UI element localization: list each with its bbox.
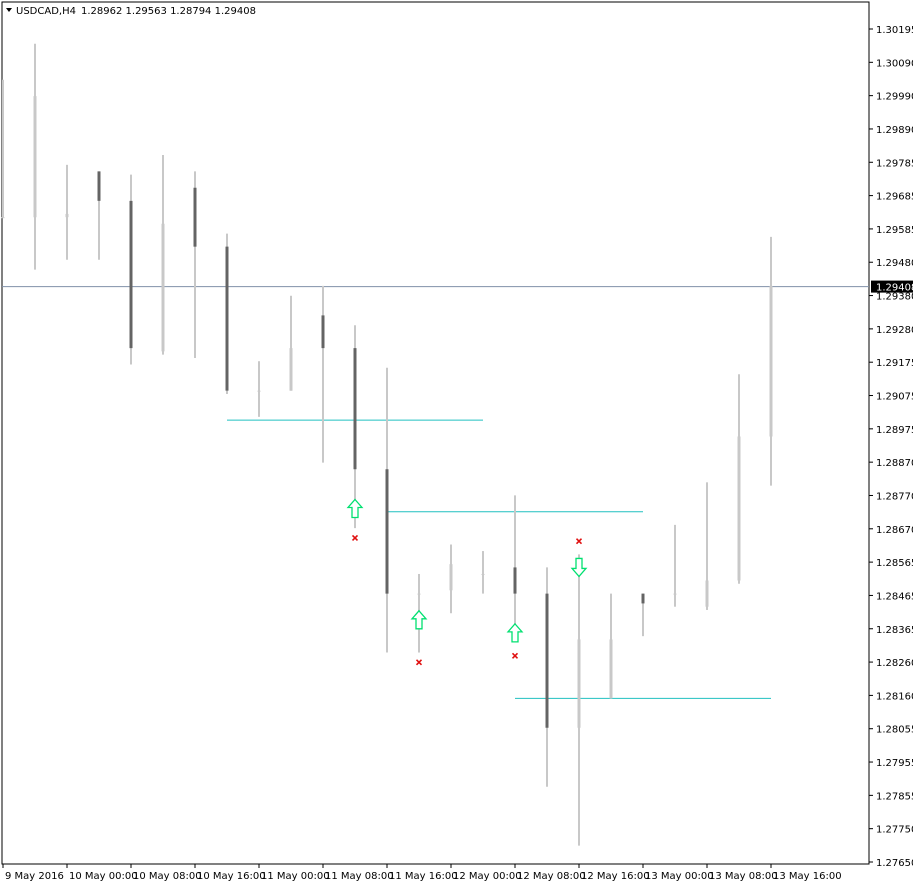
current-price-tag: 1.29408 [871,280,913,294]
x-tick-label: 9 May 2016 [5,871,64,882]
x-tick-label: 10 May 08:00 [133,871,202,882]
y-tick-label: 1.29175 [876,358,913,369]
y-tick-label: 1.28260 [876,658,913,669]
buy-arrow-icon [346,498,364,519]
buy-arrow-icon [506,622,524,643]
y-tick-label: 1.29280 [876,325,913,336]
x-tick-label: 13 May 16:00 [773,871,842,882]
levels-layer [227,419,771,699]
y-tick-label: 1.30195 [876,25,913,36]
stop-cross-icon [415,659,423,666]
chart-header: USDCAD,H4 1.28962 1.29563 1.28794 1.2940… [6,6,256,17]
y-tick-label: 1.27855 [876,791,913,802]
price-tag-background [871,280,913,293]
y-tick-label: 1.28365 [876,625,913,636]
cross-stroke [511,652,519,659]
x-tick-label: 12 May 16:00 [581,871,650,882]
y-tick-label: 1.27750 [876,825,913,836]
x-tick-label: 10 May 16:00 [197,871,266,882]
cross-stroke [415,659,423,666]
chart-frame [1,1,870,865]
y-tick-label: 1.30090 [876,58,913,69]
price-axis[interactable]: 1.30195 1.30090 1.29990 1.29890 1.29785 1.296… [869,25,913,869]
x-tick-label: 11 May 08:00 [325,871,394,882]
x-tick-label: 11 May 16:00 [389,871,458,882]
stop-cross-icon [575,538,583,545]
y-tick-label: 1.29890 [876,125,913,136]
cross-stroke [575,538,583,545]
y-tick-label: 1.27955 [876,758,913,769]
y-tick-label: 1.28870 [876,458,913,469]
x-tick-label: 12 May 00:00 [453,871,522,882]
x-tick-label: 11 May 00:00 [261,871,330,882]
signals-layer [346,498,588,666]
y-tick-label: 1.29480 [876,258,913,269]
y-tick-label: 1.27650 [876,858,913,869]
x-tick-label: 10 May 00:00 [69,871,138,882]
x-tick-label: 12 May 08:00 [517,871,586,882]
price-tag-label: 1.29408 [876,283,913,294]
x-tick-label: 13 May 00:00 [645,871,714,882]
y-tick-label: 1.29075 [876,392,913,403]
y-tick-label: 1.29585 [876,225,913,236]
x-tick-label: 13 May 08:00 [709,871,778,882]
candles-layer [1,43,773,846]
y-tick-label: 1.29685 [876,192,913,203]
y-tick-label: 1.28770 [876,491,913,502]
y-tick-label: 1.28465 [876,591,913,602]
y-tick-label: 1.29990 [876,92,913,103]
y-tick-label: 1.28670 [876,525,913,536]
y-tick-label: 1.28565 [876,558,913,569]
cross-stroke [351,534,359,542]
stop-cross-icon [351,534,359,542]
y-tick-label: 1.28160 [876,691,913,702]
y-tick-label: 1.28055 [876,725,913,736]
symbol-timeframe: USDCAD,H4 [16,6,76,17]
y-tick-label: 1.29785 [876,158,913,169]
sell-arrow-icon [570,557,588,578]
dropdown-triangle-icon[interactable] [6,8,12,12]
ohlc-values: 1.28962 1.29563 1.28794 1.29408 [81,6,256,17]
stop-cross-icon [511,652,519,659]
y-tick-label: 1.28975 [876,425,913,436]
buy-arrow-icon [410,609,428,630]
y-tick-label: 1.29380 [876,292,913,303]
